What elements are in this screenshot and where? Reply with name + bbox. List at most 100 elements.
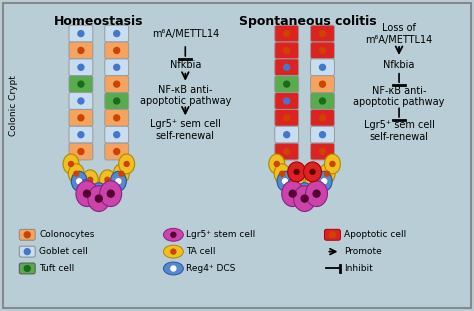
Ellipse shape — [104, 179, 119, 199]
Circle shape — [284, 48, 290, 53]
Ellipse shape — [288, 162, 306, 182]
Text: Homeostasis: Homeostasis — [54, 15, 144, 28]
Text: Lgr5⁺ stem cell: Lgr5⁺ stem cell — [186, 230, 255, 239]
Circle shape — [116, 179, 121, 184]
Circle shape — [109, 187, 114, 192]
Circle shape — [284, 81, 290, 87]
Circle shape — [171, 266, 176, 271]
Circle shape — [274, 161, 279, 166]
Circle shape — [114, 64, 120, 70]
Ellipse shape — [164, 262, 183, 275]
FancyBboxPatch shape — [105, 59, 128, 76]
Text: NF-κB anti-
apoptotic pathway: NF-κB anti- apoptotic pathway — [140, 85, 231, 106]
Ellipse shape — [100, 170, 115, 190]
FancyBboxPatch shape — [69, 93, 93, 109]
Circle shape — [78, 64, 84, 70]
Circle shape — [284, 115, 290, 121]
Circle shape — [83, 187, 89, 192]
Ellipse shape — [305, 170, 321, 190]
Circle shape — [319, 149, 326, 155]
Circle shape — [124, 161, 129, 166]
Circle shape — [329, 232, 336, 238]
Ellipse shape — [282, 181, 304, 207]
Circle shape — [114, 132, 120, 138]
FancyBboxPatch shape — [105, 143, 128, 160]
Circle shape — [24, 232, 30, 238]
Ellipse shape — [319, 164, 335, 183]
FancyBboxPatch shape — [275, 59, 299, 76]
Circle shape — [105, 177, 110, 182]
FancyBboxPatch shape — [69, 109, 93, 126]
Ellipse shape — [68, 164, 84, 183]
FancyBboxPatch shape — [69, 42, 93, 59]
Circle shape — [114, 98, 120, 104]
FancyBboxPatch shape — [69, 126, 93, 143]
Ellipse shape — [274, 164, 290, 183]
Ellipse shape — [91, 183, 107, 202]
FancyBboxPatch shape — [310, 59, 335, 76]
Circle shape — [114, 81, 120, 87]
Text: Spontaneous colitis: Spontaneous colitis — [239, 15, 376, 28]
Ellipse shape — [297, 183, 312, 202]
Text: Nfkbia: Nfkbia — [170, 60, 201, 70]
Text: Loss of
m⁶A/METTL14: Loss of m⁶A/METTL14 — [365, 23, 433, 45]
FancyBboxPatch shape — [69, 25, 93, 42]
Circle shape — [289, 187, 294, 192]
FancyBboxPatch shape — [275, 93, 299, 109]
Circle shape — [283, 179, 288, 184]
FancyBboxPatch shape — [105, 42, 128, 59]
Circle shape — [319, 30, 326, 37]
Ellipse shape — [82, 170, 98, 190]
Circle shape — [78, 48, 84, 53]
Circle shape — [289, 190, 296, 197]
Ellipse shape — [110, 171, 127, 191]
Circle shape — [311, 177, 316, 182]
Ellipse shape — [78, 179, 94, 199]
Circle shape — [78, 98, 84, 104]
FancyBboxPatch shape — [69, 143, 93, 160]
Circle shape — [78, 149, 84, 155]
FancyBboxPatch shape — [19, 263, 35, 274]
Ellipse shape — [269, 154, 285, 174]
Circle shape — [78, 30, 84, 37]
Text: Colonic Crypt: Colonic Crypt — [9, 75, 18, 136]
FancyBboxPatch shape — [69, 59, 93, 76]
Ellipse shape — [88, 186, 110, 211]
Text: Apoptotic cell: Apoptotic cell — [345, 230, 407, 239]
Circle shape — [284, 98, 290, 104]
Text: TA cell: TA cell — [186, 247, 216, 256]
FancyBboxPatch shape — [275, 109, 299, 126]
Circle shape — [119, 171, 124, 176]
FancyBboxPatch shape — [310, 25, 335, 42]
Circle shape — [310, 169, 315, 174]
Circle shape — [284, 149, 290, 155]
Circle shape — [78, 132, 84, 138]
FancyBboxPatch shape — [310, 143, 335, 160]
Text: Goblet cell: Goblet cell — [39, 247, 88, 256]
Circle shape — [74, 171, 79, 176]
Ellipse shape — [164, 228, 183, 241]
Circle shape — [114, 149, 120, 155]
Circle shape — [95, 195, 102, 202]
Text: Inhibit: Inhibit — [345, 264, 373, 273]
FancyBboxPatch shape — [275, 42, 299, 59]
FancyBboxPatch shape — [19, 229, 35, 240]
FancyBboxPatch shape — [275, 143, 299, 160]
Circle shape — [77, 179, 82, 184]
Ellipse shape — [71, 171, 87, 191]
Circle shape — [322, 179, 327, 184]
Circle shape — [83, 190, 91, 197]
Circle shape — [319, 48, 326, 53]
Ellipse shape — [325, 154, 340, 174]
Circle shape — [88, 177, 93, 182]
FancyBboxPatch shape — [310, 126, 335, 143]
Text: Promote: Promote — [345, 247, 382, 256]
FancyBboxPatch shape — [275, 126, 299, 143]
Circle shape — [171, 232, 176, 237]
Text: Colonocytes: Colonocytes — [39, 230, 94, 239]
FancyBboxPatch shape — [105, 126, 128, 143]
Circle shape — [24, 249, 30, 255]
Text: Lgr5⁺ sem cell
self-renewal: Lgr5⁺ sem cell self-renewal — [364, 120, 435, 142]
Circle shape — [280, 171, 284, 176]
FancyBboxPatch shape — [275, 25, 299, 42]
